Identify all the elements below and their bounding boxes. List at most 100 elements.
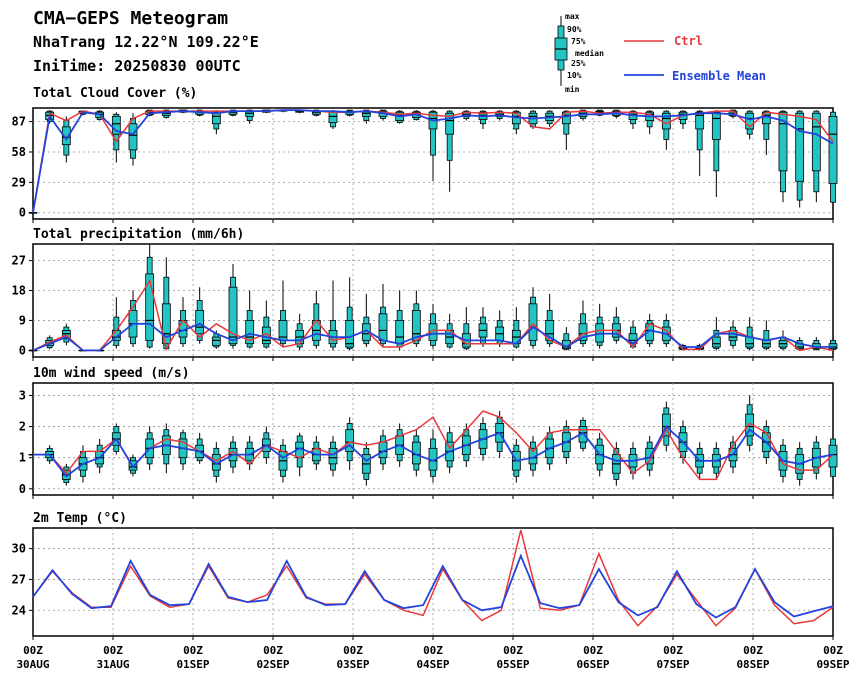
ensemble-boxplot <box>745 317 755 351</box>
x-tick-label-date: 07SEP <box>656 658 689 671</box>
x-tick-label-time: 00Z <box>23 644 43 657</box>
y-tick-label: 27 <box>12 254 26 268</box>
ensemble-mean-series-line <box>32 109 834 213</box>
x-tick-label-date: 31AUG <box>96 658 129 671</box>
ensemble-boxplot <box>245 290 255 349</box>
legend-box-label: 90% <box>567 25 582 34</box>
ensemble-boxplot <box>345 277 355 351</box>
ensemble-boxplot <box>295 313 305 351</box>
x-tick-label-date: 03SEP <box>336 658 369 671</box>
chart-title: CMA−GEPS Meteogram <box>33 8 229 29</box>
x-tick-label-date: 02SEP <box>256 658 289 671</box>
boxplot-25-75-box <box>561 111 571 125</box>
y-tick-label: 0 <box>19 482 26 496</box>
boxplot-25-75-box <box>328 447 338 465</box>
panel-title-1: Total precipitation (mm/6h) <box>33 227 244 242</box>
boxplot-25-75-box <box>778 111 788 172</box>
ensemble-boxplot <box>395 290 405 351</box>
x-tick-label-date: 01SEP <box>176 658 209 671</box>
boxplot-25-75-box <box>211 336 221 346</box>
ensemble-mean-series-line <box>32 553 834 619</box>
panel-title-2: 10m wind speed (m/s) <box>33 366 190 381</box>
x-tick-label-time: 00Z <box>503 644 523 657</box>
boxplot-25-75-box <box>828 444 838 468</box>
ensemble-boxplot <box>795 110 805 208</box>
y-tick-label: 0 <box>19 206 26 220</box>
boxplot-10-90-box <box>763 110 770 140</box>
ensemble-boxplot <box>195 287 205 344</box>
boxplot-25-75-box <box>111 115 121 135</box>
ensemble-boxplot <box>778 330 788 351</box>
ensemble-boxplot <box>228 263 238 349</box>
ensemble-boxplot <box>128 290 138 348</box>
ensemble-mean-series-line <box>33 425 834 478</box>
y-tick-label: 1 <box>19 451 26 465</box>
location-label: NhaTrang 12.22°N 109.22°E <box>33 33 259 51</box>
boxplot-25-75-box <box>811 112 821 172</box>
y-tick-label: 87 <box>12 115 26 129</box>
ensemble-boxplot <box>811 337 821 351</box>
ensemble-boxplot <box>195 432 205 464</box>
x-tick-label-time: 00Z <box>743 644 763 657</box>
ensemble-boxplot <box>111 297 121 349</box>
ensemble-boxplot <box>28 212 38 214</box>
legend-ctrl-label: Ctrl <box>674 34 703 48</box>
boxplot-25-75-box <box>245 320 255 345</box>
panel-title-0: Total Cloud Cover (%) <box>33 86 197 101</box>
boxplot-10-90-box <box>446 110 453 161</box>
y-tick-label: 24 <box>12 603 26 617</box>
ensemble-boxplot <box>828 110 838 210</box>
ensemble-boxplot <box>95 439 105 474</box>
boxplot-25-75-box <box>711 111 721 140</box>
ensemble-boxplot <box>695 110 705 177</box>
ensemble-boxplot <box>345 109 355 117</box>
ensemble-boxplot <box>28 349 38 352</box>
ensemble-boxplot <box>161 423 171 474</box>
boxplot-25-75-box <box>795 112 805 182</box>
y-tick-label: 29 <box>12 175 26 189</box>
boxplot-10-90-box <box>430 110 436 156</box>
legend-box-label: max <box>565 12 580 21</box>
y-tick-label: 3 <box>19 388 26 402</box>
ctrl-series-line <box>32 529 834 627</box>
boxplot-10-90-box <box>696 110 703 151</box>
boxplot-25-75-box <box>378 313 388 341</box>
ctrl-series-line <box>32 278 834 352</box>
boxplot-25-75-box <box>161 303 171 345</box>
ensemble-boxplot <box>761 320 771 351</box>
ensemble-boxplot <box>261 300 271 349</box>
ensemble-boxplot <box>528 287 538 349</box>
legend-box-label: 10% <box>567 71 582 80</box>
init-time-label: IniTime: 20250830 00UTC <box>33 57 241 75</box>
ensemble-boxplot <box>828 337 838 351</box>
boxplot-25-75-box <box>228 286 238 345</box>
boxplot-25-75-box <box>395 320 405 345</box>
ensemble-boxplot <box>328 435 338 477</box>
ensemble-boxplot <box>478 307 488 348</box>
ensemble-boxplot <box>545 293 555 348</box>
ensemble-mean-series-line <box>32 322 833 352</box>
ensemble-boxplot <box>595 303 605 349</box>
boxplot-25-75-box <box>711 336 721 348</box>
x-tick-label-time: 00Z <box>423 644 443 657</box>
boxplot-25-75-box <box>661 413 671 437</box>
legend-box-label: 75% <box>571 37 586 46</box>
ensemble-boxplot <box>611 442 621 486</box>
ensemble-boxplot <box>578 417 588 452</box>
ensemble-boxplot <box>445 110 455 192</box>
x-tick-label-date: 06SEP <box>576 658 609 671</box>
x-tick-label-time: 00Z <box>263 644 283 657</box>
ensemble-boxplot <box>178 297 188 348</box>
boxplot-25-75-box <box>128 123 138 151</box>
y-tick-label: 18 <box>12 284 26 298</box>
boxplot-25-75-box <box>745 112 755 130</box>
boxplot-25-75-box <box>61 330 71 340</box>
boxplot-25-75-box <box>328 111 338 124</box>
ensemble-boxplot <box>511 307 521 349</box>
x-tick-label-date: 08SEP <box>736 658 769 671</box>
ensemble-boxplot <box>311 109 321 117</box>
boxplot-25-75-box <box>695 111 705 130</box>
x-tick-label-time: 00Z <box>183 644 203 657</box>
